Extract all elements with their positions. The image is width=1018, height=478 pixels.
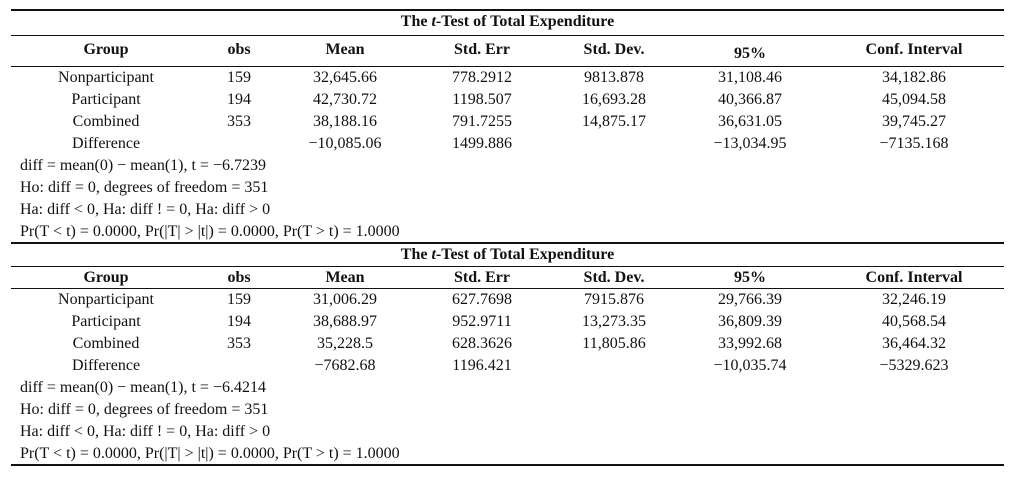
table-2-title: The t-Test of Total Expenditure: [400, 246, 615, 263]
cell-std-err: 627.7698: [452, 291, 512, 308]
cell-ci-low: −10,035.74: [713, 357, 787, 374]
table-1-header-std-err: Std. Err: [454, 41, 510, 58]
cell-std-err: 1499.886: [452, 135, 512, 152]
table-1-header-rule: [11, 66, 1004, 67]
cell-group: Participant: [71, 91, 141, 108]
cell-group: Difference: [71, 135, 141, 152]
table-2-header-95pct: 95%: [734, 269, 766, 286]
table-1-title: The t-Test of Total Expenditure: [400, 13, 615, 30]
cell-mean: 32,645.66: [313, 69, 377, 86]
cell-std-dev: 7915.876: [584, 291, 644, 308]
table-1-title-rule: [11, 35, 1004, 36]
cell-mean: 38,688.97: [313, 313, 377, 330]
table-1-header-mean: Mean: [325, 41, 365, 58]
table-1-note-ha: Ha: diff < 0, Ha: diff ! = 0, Ha: diff >…: [20, 201, 271, 218]
cell-std-err: 778.2912: [452, 69, 512, 86]
cell-std-dev: 11,805.86: [582, 335, 646, 352]
table-2-header-mean: Mean: [325, 269, 365, 286]
table-2-header-obs: obs: [227, 269, 251, 286]
cell-ci-high: 34,182.86: [882, 69, 946, 86]
cell-ci-low: 29,766.39: [718, 291, 782, 308]
cell-std-err: 628.3626: [452, 335, 512, 352]
table-2-note-pr: Pr(T < t) = 0.0000, Pr(|T| > |t|) = 0.00…: [20, 445, 400, 462]
table-1-header-group: Group: [83, 41, 129, 58]
cell-mean: 38,188.16: [313, 113, 377, 130]
cell-obs: 194: [227, 91, 251, 108]
cell-obs: 194: [227, 313, 251, 330]
table-2-header-std-err: Std. Err: [454, 269, 510, 286]
table-1-header-obs: obs: [227, 41, 251, 58]
table-2-header-conf-interval: Conf. Interval: [865, 269, 963, 286]
cell-ci-high: 36,464.32: [882, 335, 946, 352]
cell-std-err: 791.7255: [452, 113, 512, 130]
table-2-note-ho: Ho: diff = 0, degrees of freedom = 351: [20, 401, 269, 418]
cell-ci-low: 33,992.68: [718, 335, 782, 352]
table-1-bottom-rule: [11, 242, 1004, 244]
cell-obs: 353: [227, 113, 251, 130]
table-2-title-rule: [11, 266, 1004, 267]
cell-mean: 31,006.29: [313, 291, 377, 308]
cell-ci-high: −5329.623: [879, 357, 949, 374]
cell-group: Combined: [72, 335, 140, 352]
cell-group: Nonparticipant: [58, 291, 154, 308]
cell-obs: 159: [227, 291, 251, 308]
cell-ci-low: −13,034.95: [713, 135, 787, 152]
cell-obs: 353: [227, 335, 251, 352]
cell-ci-low: 31,108.46: [718, 69, 782, 86]
cell-ci-low: 36,809.39: [718, 313, 782, 330]
table-2-header-rule: [11, 288, 1004, 289]
cell-mean: −7682.68: [314, 357, 376, 374]
cell-ci-low: 40,366.87: [718, 91, 782, 108]
cell-std-err: 1196.421: [452, 357, 512, 374]
table-2-note-diff: diff = mean(0) − mean(1), t = −6.4214: [20, 379, 266, 396]
cell-std-err: 952.9711: [452, 313, 512, 330]
table-2-bottom-rule: [11, 464, 1004, 466]
cell-group: Combined: [72, 113, 140, 130]
cell-std-err: 1198.507: [452, 91, 512, 108]
cell-group: Difference: [71, 357, 141, 374]
table-1-note-pr: Pr(T < t) = 0.0000, Pr(|T| > |t|) = 0.00…: [20, 223, 400, 240]
cell-ci-high: 32,246.19: [882, 291, 946, 308]
table-1-note-ho: Ho: diff = 0, degrees of freedom = 351: [20, 179, 269, 196]
cell-ci-high: −7135.168: [879, 135, 949, 152]
cell-std-dev: 14,875.17: [582, 113, 646, 130]
table-1-top-rule: [11, 9, 1004, 11]
table-1-note-diff: diff = mean(0) − mean(1), t = −6.7239: [20, 157, 266, 174]
cell-group: Participant: [71, 313, 141, 330]
cell-mean: −10,085.06: [308, 135, 382, 152]
table-1-header-95pct: 95%: [734, 45, 766, 62]
table-2-note-ha: Ha: diff < 0, Ha: diff ! = 0, Ha: diff >…: [20, 423, 271, 440]
table-1-header-conf-interval: Conf. Interval: [865, 41, 963, 58]
cell-obs: 159: [227, 69, 251, 86]
cell-mean: 35,228.5: [317, 335, 373, 352]
cell-ci-high: 45,094.58: [882, 91, 946, 108]
cell-std-dev: 16,693.28: [582, 91, 646, 108]
cell-mean: 42,730.72: [313, 91, 377, 108]
table-2-header-std-dev: Std. Dev.: [583, 269, 645, 286]
cell-ci-high: 39,745.27: [882, 113, 946, 130]
cell-ci-low: 36,631.05: [718, 113, 782, 130]
cell-std-dev: 9813.878: [584, 69, 644, 86]
table-2-header-group: Group: [83, 269, 129, 286]
cell-std-dev: 13,273.35: [582, 313, 646, 330]
cell-ci-high: 40,568.54: [882, 313, 946, 330]
table-1-header-std-dev: Std. Dev.: [583, 41, 645, 58]
cell-group: Nonparticipant: [58, 69, 154, 86]
